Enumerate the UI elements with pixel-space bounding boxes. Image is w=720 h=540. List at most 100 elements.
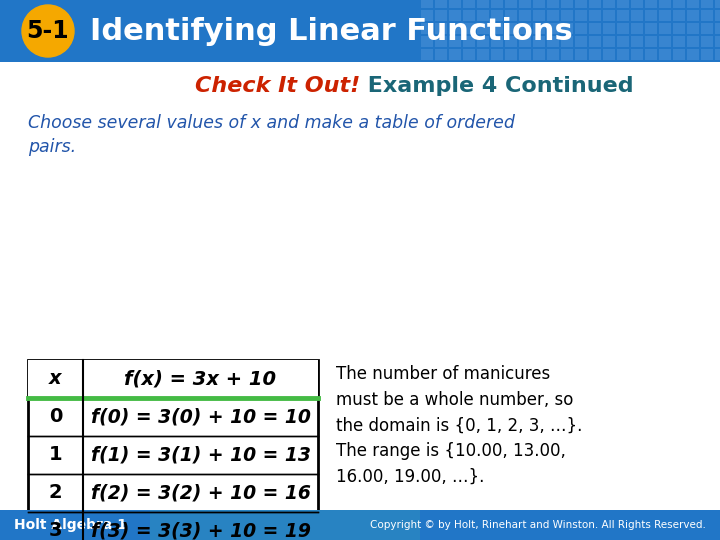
Text: 1: 1 [49,446,63,464]
Text: Choose several values of x and make a table of ordered
pairs.: Choose several values of x and make a ta… [28,114,515,156]
Text: Holt Algebra 1: Holt Algebra 1 [14,518,127,532]
Bar [589,0,601,8]
Bar [28,360,318,540]
Bar [463,23,475,34]
Bar [645,10,657,21]
Bar [519,0,531,8]
Bar [477,49,489,60]
Bar [505,10,517,21]
Bar [659,10,671,21]
Bar [435,0,447,8]
Bar [701,0,713,8]
Bar [547,10,559,21]
Bar [715,0,720,8]
Bar [603,0,615,8]
Bar [491,0,503,8]
Bar [533,10,545,21]
Bar [617,10,629,21]
Bar [435,23,447,34]
Bar [561,23,573,34]
Bar [687,23,699,34]
Bar [421,0,433,8]
Bar [547,23,559,34]
Bar [477,36,489,47]
Bar [715,49,720,60]
Text: 0: 0 [49,408,62,427]
Bar [0,0,720,62]
Bar [505,23,517,34]
Bar [421,36,433,47]
Bar [505,49,517,60]
Bar [421,23,433,34]
Bar [687,36,699,47]
Text: f(2) = 3(2) + 10 = 16: f(2) = 3(2) + 10 = 16 [91,483,310,503]
Bar [589,10,601,21]
Bar [519,10,531,21]
Bar [631,36,643,47]
Bar [673,10,685,21]
Bar [491,10,503,21]
Bar [673,0,685,8]
Bar [533,23,545,34]
Bar [617,23,629,34]
Bar [603,36,615,47]
Bar [645,23,657,34]
Bar [449,23,461,34]
Bar [715,23,720,34]
Bar [477,23,489,34]
Bar [617,0,629,8]
Bar [519,36,531,47]
Bar [701,36,713,47]
Bar [519,49,531,60]
Bar [603,49,615,60]
Bar [589,49,601,60]
Bar [449,0,461,8]
Bar [491,36,503,47]
Bar [435,49,447,60]
Bar [28,360,318,398]
Bar [673,49,685,60]
Bar [491,49,503,60]
Bar [687,49,699,60]
Bar [463,0,475,8]
Bar [533,36,545,47]
Text: f(1) = 3(1) + 10 = 13: f(1) = 3(1) + 10 = 13 [91,446,310,464]
Bar [519,23,531,34]
Bar [561,0,573,8]
Bar [659,49,671,60]
Bar [575,49,587,60]
Bar [659,36,671,47]
Bar [463,49,475,60]
Bar [589,36,601,47]
Bar [687,0,699,8]
Bar [547,36,559,47]
Text: f(x) = 3x + 10: f(x) = 3x + 10 [125,369,276,388]
Bar [0,510,720,540]
Text: 2: 2 [49,483,63,503]
Bar [631,49,643,60]
Bar [547,49,559,60]
Text: Check It Out!: Check It Out! [194,76,360,96]
Bar [715,36,720,47]
Bar [673,36,685,47]
Bar [421,10,433,21]
Bar [687,10,699,21]
Bar [463,36,475,47]
Bar [463,10,475,21]
Bar [673,23,685,34]
Bar [617,49,629,60]
Bar [645,49,657,60]
Bar [659,0,671,8]
Bar [505,0,517,8]
Bar [533,0,545,8]
Bar [645,0,657,8]
Bar [449,36,461,47]
Bar [603,10,615,21]
Bar [631,23,643,34]
Text: Identifying Linear Functions: Identifying Linear Functions [90,17,572,45]
Bar [575,36,587,47]
Bar [505,36,517,47]
Bar [435,10,447,21]
Bar [701,23,713,34]
Bar [449,49,461,60]
